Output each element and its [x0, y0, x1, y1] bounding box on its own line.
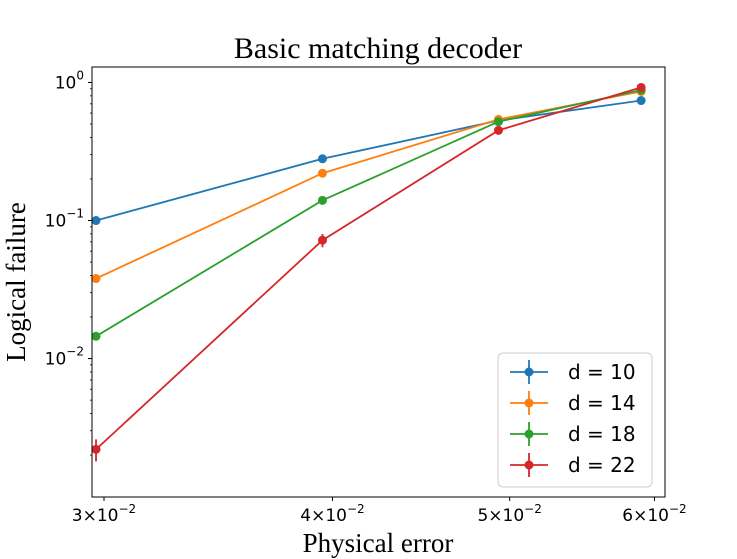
legend-label: d = 18 — [568, 422, 636, 446]
x-tick-label: 4×10−2 — [300, 502, 364, 526]
plot-area — [91, 82, 646, 462]
y-tick-label: 100 — [55, 68, 84, 93]
series-line — [95, 99, 642, 222]
data-point — [91, 216, 101, 226]
series-line — [95, 89, 642, 338]
x-tick-label: 5×10−2 — [477, 502, 541, 526]
data-point — [91, 274, 101, 284]
data-point — [91, 444, 101, 454]
x-tick-label: 6×10−2 — [622, 502, 686, 526]
x-axis-label: Physical error — [303, 528, 454, 558]
plot-frame — [91, 66, 666, 498]
data-point — [91, 331, 101, 341]
legend-label: d = 22 — [568, 453, 636, 477]
legend: d = 10 d = 14 d = 18 d = 22 — [497, 352, 653, 488]
series-line — [95, 90, 642, 280]
data-point — [493, 125, 503, 135]
y-axis-label: Logical failure — [1, 202, 31, 362]
data-point — [317, 195, 327, 205]
x-tick-label: 3×10−2 — [72, 502, 136, 526]
data-point — [317, 154, 327, 164]
data-point — [317, 168, 327, 178]
data-point — [636, 96, 646, 106]
y-tick-label: 10−1 — [45, 207, 84, 232]
chart-title: Basic matching decoder — [234, 32, 522, 65]
data-point — [317, 235, 327, 245]
series-line — [95, 86, 642, 451]
legend-label: d = 10 — [568, 360, 636, 384]
data-point — [493, 117, 503, 127]
legend-marker — [524, 460, 534, 470]
legend-marker — [524, 429, 534, 439]
legend-label: d = 14 — [568, 391, 636, 415]
legend-marker — [524, 367, 534, 377]
legend-box — [497, 352, 653, 488]
legend-marker — [524, 398, 534, 408]
y-tick-label: 10−2 — [45, 345, 84, 370]
data-point — [636, 82, 646, 92]
